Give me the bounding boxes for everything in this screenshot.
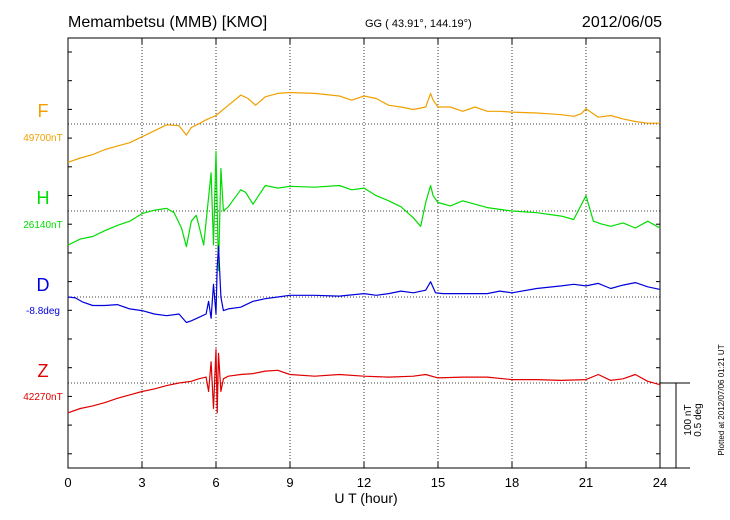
- coordinates-label: GG ( 43.91°, 144.19°): [365, 18, 472, 30]
- station-title: Memambetsu (MMB) [KMO]: [68, 14, 267, 31]
- date-label: 2012/06/05: [582, 14, 662, 31]
- x-tick-label: 0: [64, 475, 71, 490]
- x-tick-label: 18: [505, 475, 519, 490]
- x-tick-layer: 0 3 6 9 12 15 18 21 24: [64, 38, 667, 490]
- series-baseline-F: 49700nT: [23, 133, 62, 144]
- scale-nt-label: 100 nT: [683, 404, 694, 435]
- series-baseline-Z: 42270nT: [23, 392, 62, 403]
- x-axis-label: U T (hour): [334, 490, 397, 506]
- x-tick-label: 6: [212, 475, 219, 490]
- x-tick-label: 15: [431, 475, 445, 490]
- x-tick-label: 24: [653, 475, 667, 490]
- x-tick-label: 21: [579, 475, 593, 490]
- series-name-H: H: [37, 188, 50, 208]
- x-tick-label: 3: [138, 475, 145, 490]
- series-name-D: D: [37, 275, 50, 295]
- series-line-D: [67, 245, 661, 324]
- plotted-timestamp: Plotted at 2012/07/06 01:21 UT: [717, 344, 726, 455]
- scale-bar: 100 nT 0.5 deg: [660, 382, 704, 469]
- x-tick-label: 9: [286, 475, 293, 490]
- series-layer: F 49700nT H 26140nT D -8.8deg Z 42270nT: [23, 91, 661, 414]
- plot-frame: [67, 37, 661, 469]
- series-name-Z: Z: [38, 361, 49, 381]
- series-name-F: F: [38, 101, 49, 121]
- series-line-Z: [67, 348, 661, 414]
- grid-layer: [68, 38, 660, 468]
- series-line-H: [67, 150, 661, 272]
- scale-deg-label: 0.5 deg: [693, 403, 704, 436]
- series-line-F: [67, 91, 660, 163]
- x-tick-label: 12: [357, 475, 371, 490]
- series-baseline-D: -8.8deg: [26, 306, 60, 317]
- series-baseline-H: 26140nT: [23, 220, 62, 231]
